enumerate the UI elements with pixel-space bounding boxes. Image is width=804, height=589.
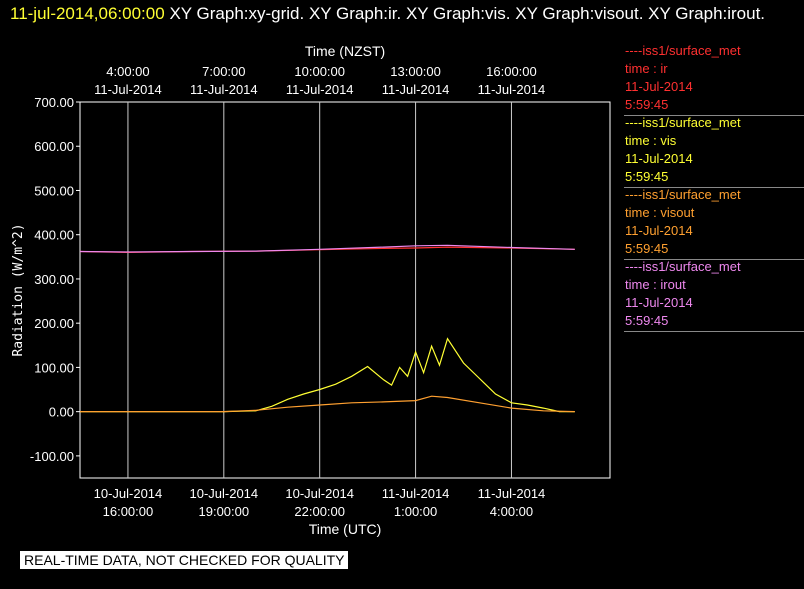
- x-tick-label-bottom-date: 11-Jul-2014: [382, 486, 450, 501]
- x-tick-label-bottom-time: 16:00:00: [103, 504, 154, 519]
- x-tick-label-top-time: 13:00:00: [390, 64, 441, 79]
- x-tick-label-top-time: 10:00:00: [294, 64, 345, 79]
- x-tick-label-bottom-time: 4:00:00: [490, 504, 533, 519]
- legend-date: 11-Jul-2014: [625, 151, 693, 166]
- legend-date: 11-Jul-2014: [625, 223, 693, 238]
- x-tick-label-bottom-date: 10-Jul-2014: [94, 486, 163, 501]
- series-line-visout: [80, 395, 575, 413]
- plot-frame: [79, 101, 611, 479]
- y-tick-label: 700.00: [34, 95, 74, 110]
- legend-separator: [624, 115, 804, 116]
- legend-time: 5:59:45: [625, 313, 669, 328]
- x-tick-label-top-date: 11-Jul-2014: [382, 82, 450, 97]
- legend-separator: [624, 259, 804, 260]
- graph-header: 11-jul-2014,06:00:00 XY Graph:xy-grid. X…: [10, 2, 795, 26]
- x-tick-label-bottom-date: 10-Jul-2014: [189, 486, 258, 501]
- y-tick-label: 600.00: [34, 139, 74, 154]
- y-tick-label: -100.00: [30, 449, 74, 464]
- series-line-vis: [80, 337, 575, 413]
- legend-date: 11-Jul-2014: [625, 295, 693, 310]
- header-timestamp: 11-jul-2014,06:00:00: [10, 4, 165, 23]
- x-tick-label-top-date: 11-Jul-2014: [190, 82, 258, 97]
- y-tick-label: 500.00: [34, 183, 74, 198]
- legend-source: ----iss1/surface_met: [625, 259, 741, 274]
- y-tick-label: 200.00: [34, 316, 74, 331]
- x-tick-label-bottom-time: 22:00:00: [294, 504, 345, 519]
- legend-time: 5:59:45: [625, 97, 669, 112]
- y-axis-label: Radiation (W/m^2): [11, 223, 26, 356]
- legend-field: time : irout: [625, 277, 686, 292]
- x-tick-label-top-date: 11-Jul-2014: [94, 82, 162, 97]
- y-tick-label: 0.00: [49, 405, 74, 420]
- x-tick-label-top-time: 7:00:00: [202, 64, 245, 79]
- legend-source: ----iss1/surface_met: [625, 187, 741, 202]
- y-tick-label: 100.00: [34, 360, 74, 375]
- header-graph-list: XY Graph:xy-grid. XY Graph:ir. XY Graph:…: [169, 4, 766, 23]
- x-tick-label-top-date: 11-Jul-2014: [478, 82, 546, 97]
- series-line-irout: [79, 244, 575, 253]
- x-tick-label-bottom-time: 19:00:00: [199, 504, 250, 519]
- legend-separator: [624, 331, 804, 332]
- x-tick-label-top-time: 16:00:00: [486, 64, 537, 79]
- legend-field: time : vis: [625, 133, 677, 148]
- legend-time: 5:59:45: [625, 241, 669, 256]
- legend-source: ----iss1/surface_met: [625, 43, 741, 58]
- legend-separator: [624, 187, 804, 188]
- y-tick-label: 400.00: [34, 228, 74, 243]
- legend-source: ----iss1/surface_met: [625, 115, 741, 130]
- legend-time: 5:59:45: [625, 169, 669, 184]
- x-tick-label-bottom-date: 11-Jul-2014: [478, 486, 546, 501]
- x-tick-label-top-time: 4:00:00: [106, 64, 149, 79]
- legend-field: time : ir: [625, 61, 668, 76]
- legend-field: time : visout: [625, 205, 695, 220]
- x-axis-label: Time (UTC): [309, 521, 382, 537]
- x2-axis-label: Time (NZST): [305, 43, 385, 59]
- y-tick-label: 300.00: [34, 272, 74, 287]
- legend-date: 11-Jul-2014: [625, 79, 693, 94]
- x-tick-label-bottom-time: 1:00:00: [394, 504, 437, 519]
- x-tick-label-bottom-date: 10-Jul-2014: [285, 486, 354, 501]
- x-tick-label-top-date: 11-Jul-2014: [286, 82, 354, 97]
- quality-disclaimer: REAL-TIME DATA, NOT CHECKED FOR QUALITY: [20, 551, 349, 569]
